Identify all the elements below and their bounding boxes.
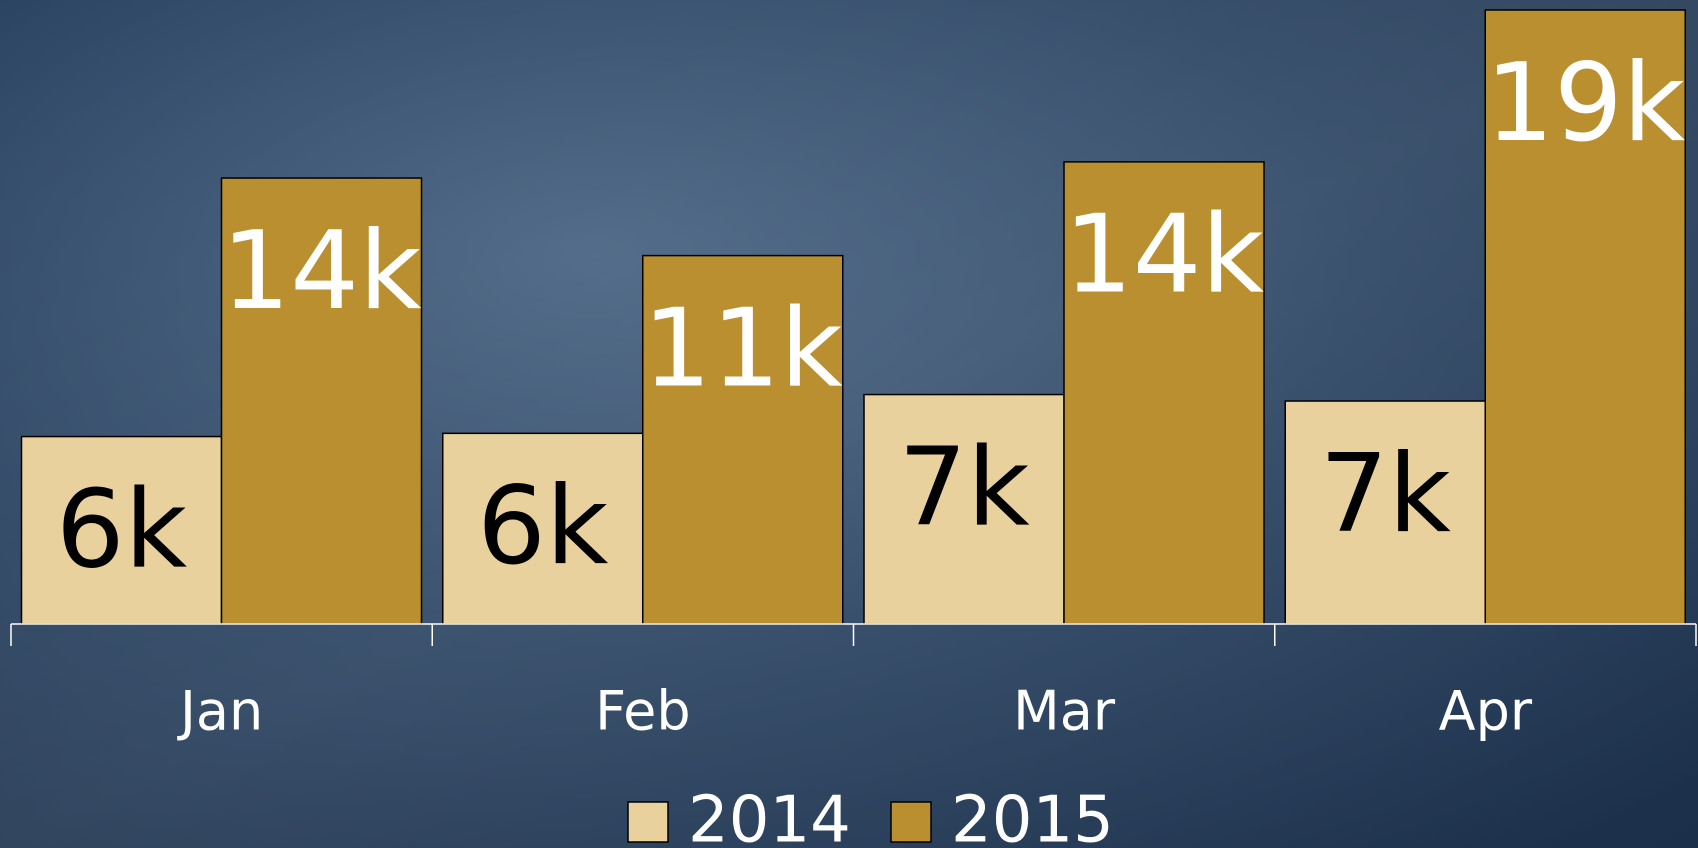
legend-label: 2014 xyxy=(688,784,851,848)
bar xyxy=(642,254,844,625)
value-label: 11k xyxy=(643,286,843,411)
legend-swatch xyxy=(890,801,932,843)
value-label: 7k xyxy=(898,425,1030,550)
bar xyxy=(220,177,423,625)
value-label: 19k xyxy=(1485,41,1685,166)
legend-swatch xyxy=(627,801,669,843)
bar xyxy=(1063,161,1265,625)
value-label: 6k xyxy=(477,464,609,589)
bar xyxy=(863,393,1065,625)
bar xyxy=(1484,9,1686,625)
bar xyxy=(1284,400,1486,625)
x-tick-label: Feb xyxy=(595,680,691,743)
value-label: 14k xyxy=(1064,193,1264,318)
value-label: 14k xyxy=(222,209,422,334)
value-label: 7k xyxy=(1320,432,1452,557)
legend-label: 2015 xyxy=(951,784,1114,848)
x-tick-label: Apr xyxy=(1439,680,1533,743)
x-tick-label: Mar xyxy=(1013,680,1116,743)
x-tick-label: Jan xyxy=(177,680,263,743)
value-label: 6k xyxy=(56,467,188,592)
